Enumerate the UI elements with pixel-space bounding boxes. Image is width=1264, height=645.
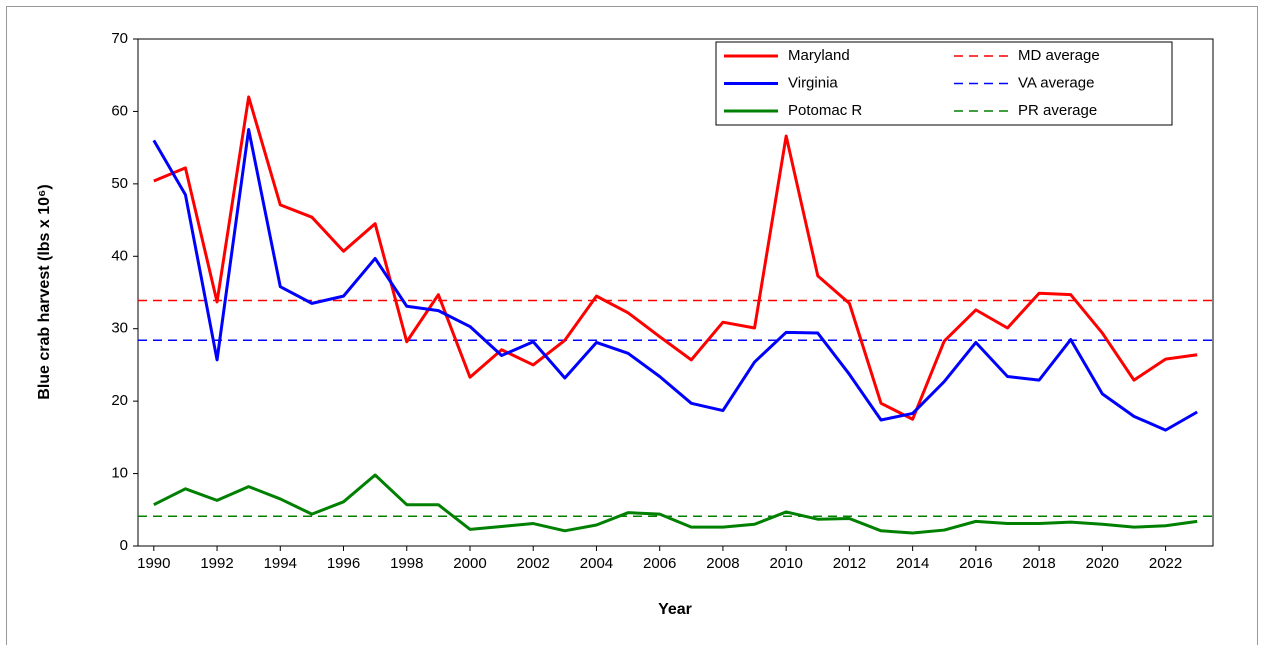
x-tick-label: 1994 bbox=[264, 555, 297, 572]
x-tick-label: 1996 bbox=[327, 555, 360, 572]
legend-label: Maryland bbox=[788, 47, 850, 64]
y-tick-label: 0 bbox=[120, 537, 128, 554]
y-tick-label: 20 bbox=[111, 392, 128, 409]
x-tick-label: 2002 bbox=[517, 555, 550, 572]
series-line bbox=[153, 95, 1198, 421]
legend-label: PR average bbox=[1018, 102, 1097, 119]
y-axis-title: Blue crab harvest (lbs x 10⁶) bbox=[36, 184, 53, 399]
plot-area bbox=[137, 38, 1214, 547]
x-tick-label: 2000 bbox=[453, 555, 486, 572]
frame bbox=[6, 6, 1258, 645]
x-tick-label: 2022 bbox=[1149, 555, 1182, 572]
x-tick-label: 2016 bbox=[959, 555, 992, 572]
legend-label: Virginia bbox=[788, 74, 838, 91]
x-tick-label: 2010 bbox=[769, 555, 802, 572]
x-tick-label: 2008 bbox=[706, 555, 739, 572]
legend-label: VA average bbox=[1018, 74, 1094, 91]
x-tick-label: 2012 bbox=[833, 555, 866, 572]
x-tick-label: 2018 bbox=[1022, 555, 1055, 572]
x-tick-label: 2014 bbox=[896, 555, 929, 572]
x-tick-label: 1990 bbox=[137, 555, 170, 572]
x-tick-label: 2006 bbox=[643, 555, 676, 572]
x-tick-label: 1992 bbox=[200, 555, 233, 572]
y-tick-label: 40 bbox=[111, 247, 128, 264]
y-tick-label: 70 bbox=[111, 30, 128, 47]
legend bbox=[715, 41, 1173, 126]
legend-label: Potomac R bbox=[788, 102, 862, 119]
series-line bbox=[152, 128, 1198, 432]
y-tick-label: 50 bbox=[111, 175, 128, 192]
y-tick-label: 30 bbox=[111, 320, 128, 337]
x-tick-label: 1998 bbox=[390, 555, 423, 572]
x-tick-label: 2020 bbox=[1086, 555, 1119, 572]
legend-label: MD average bbox=[1018, 47, 1100, 64]
y-tick-label: 60 bbox=[111, 102, 128, 119]
x-tick-label: 2004 bbox=[580, 555, 613, 572]
series-line bbox=[153, 473, 1198, 535]
x-axis-title: Year bbox=[658, 601, 692, 618]
y-tick-label: 10 bbox=[111, 465, 128, 482]
